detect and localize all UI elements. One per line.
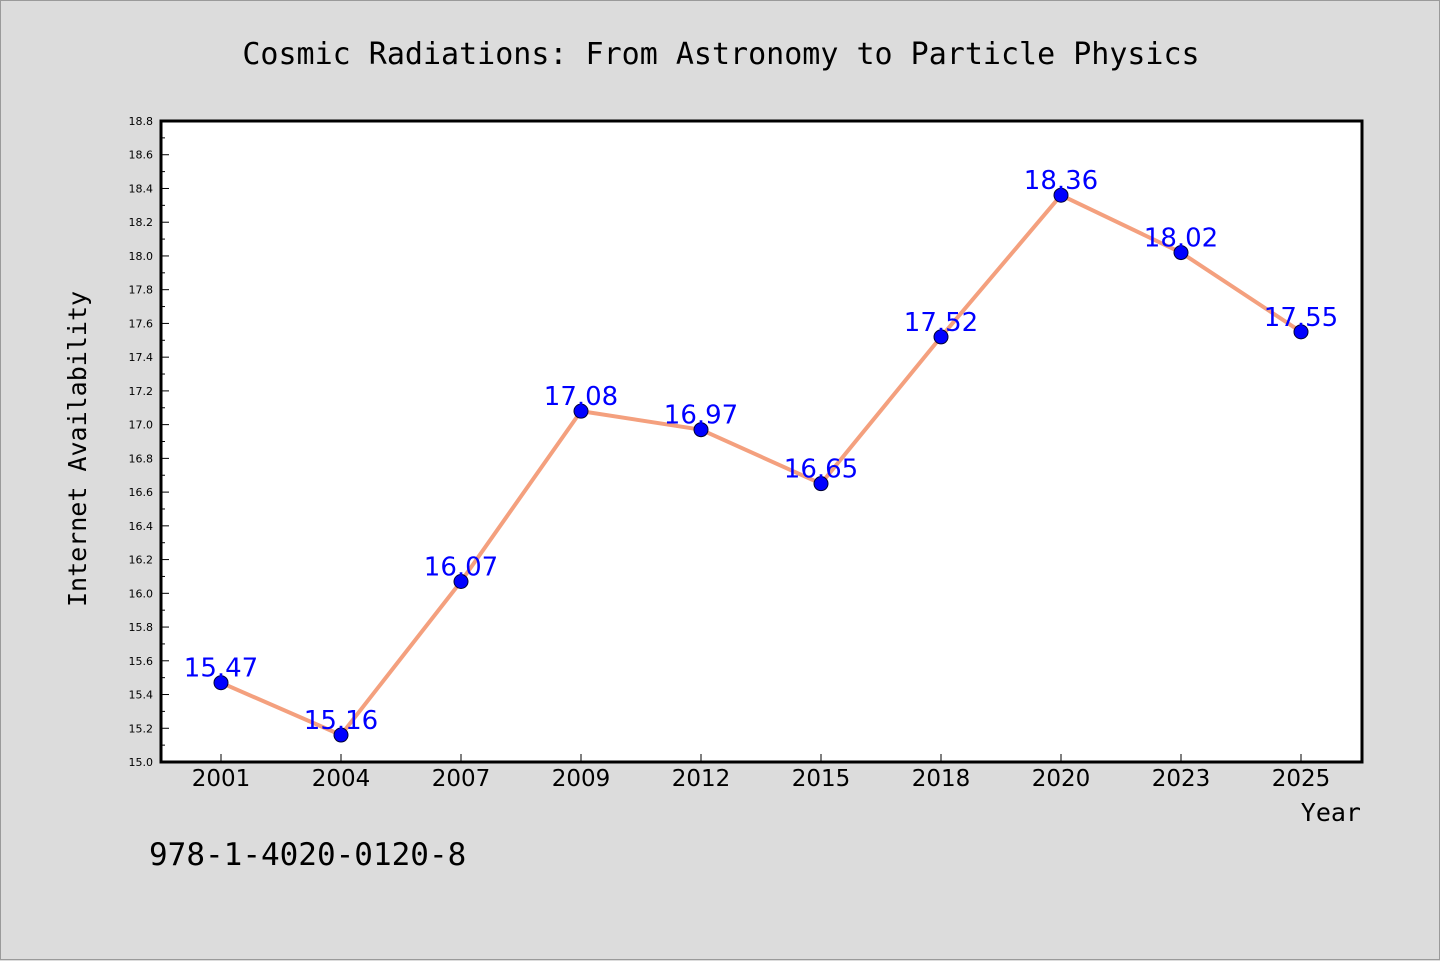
x-tick-label: 2001 bbox=[192, 766, 251, 792]
data-point bbox=[933, 329, 949, 345]
data-label: 16.65 bbox=[784, 455, 858, 485]
y-tick-label: 16.2 bbox=[129, 554, 154, 567]
y-tick-label: 16.4 bbox=[129, 520, 154, 533]
data-label: 17.08 bbox=[544, 382, 618, 412]
y-tick-label: 17.8 bbox=[129, 284, 154, 297]
series-line bbox=[219, 193, 1303, 738]
y-tick-label: 15.6 bbox=[129, 655, 154, 668]
y-tick-label: 16.0 bbox=[129, 587, 154, 600]
data-point bbox=[333, 727, 349, 743]
y-axis: 15.0 15.2 15.4 15.6 15.8 16.0 16.2 16.4 16.6 16.8… bbox=[129, 115, 169, 769]
data-point bbox=[693, 422, 709, 438]
y-tick-label: 15.4 bbox=[129, 689, 154, 702]
data-point bbox=[573, 403, 589, 419]
data-point bbox=[1293, 324, 1309, 340]
y-tick-label: 15.8 bbox=[129, 621, 154, 634]
data-label: 15.47 bbox=[184, 654, 258, 684]
x-axis-label: Year bbox=[1301, 798, 1361, 827]
y-tick-label: 17.0 bbox=[129, 419, 154, 432]
y-tick-label: 18.2 bbox=[129, 216, 154, 229]
y-tick-label: 17.4 bbox=[129, 351, 154, 364]
data-point bbox=[1053, 187, 1069, 203]
x-tick-label: 2025 bbox=[1272, 766, 1331, 792]
x-tick-label: 2015 bbox=[792, 766, 851, 792]
y-tick-label: 18.6 bbox=[129, 149, 154, 162]
x-tick-label: 2007 bbox=[432, 766, 491, 792]
x-tick-label: 2009 bbox=[552, 766, 611, 792]
x-tick-label: 2012 bbox=[672, 766, 731, 792]
y-tick-label: 17.6 bbox=[129, 317, 154, 330]
data-label: 18.36 bbox=[1024, 166, 1098, 196]
y-tick-label: 17.2 bbox=[129, 385, 154, 398]
x-tick-label: 2023 bbox=[1152, 766, 1211, 792]
x-tick-label: 2018 bbox=[912, 766, 971, 792]
y-tick-label: 18.8 bbox=[129, 115, 154, 128]
data-label: 17.52 bbox=[904, 308, 978, 338]
x-tick-label: 2020 bbox=[1032, 766, 1091, 792]
data-label: 16.97 bbox=[664, 401, 738, 431]
plot-area bbox=[159, 119, 1364, 764]
y-tick-label: 16.8 bbox=[129, 452, 154, 465]
y-axis-label: Internet Availability bbox=[63, 291, 92, 607]
y-tick-label: 15.0 bbox=[129, 756, 154, 769]
data-labels-group: 15.47 15.16 16.07 17.08 16.97 16.65 17.52 18.36… bbox=[184, 166, 1338, 736]
data-label: 18.02 bbox=[1144, 224, 1218, 254]
data-label: 16.07 bbox=[424, 553, 498, 583]
y-tick-label: 16.6 bbox=[129, 486, 154, 499]
y-tick-label: 18.4 bbox=[129, 182, 154, 195]
data-point bbox=[1173, 245, 1189, 261]
data-point bbox=[813, 476, 829, 492]
data-point bbox=[453, 574, 469, 590]
x-axis: 2001 2004 2007 2009 2012 2015 2018 2020 2023 2025 bbox=[192, 754, 1331, 792]
chart-title: Cosmic Radiations: From Astronomy to Par… bbox=[242, 37, 1199, 72]
data-label: 17.55 bbox=[1264, 303, 1338, 333]
y-tick-label: 15.2 bbox=[129, 722, 154, 735]
x-tick-label: 2004 bbox=[312, 766, 371, 792]
footer-isbn: 978-1-4020-0120-8 bbox=[149, 837, 466, 873]
y-tick-label: 18.0 bbox=[129, 250, 154, 263]
data-point bbox=[213, 675, 229, 691]
data-label: 15.16 bbox=[304, 706, 378, 736]
series-group bbox=[213, 187, 1309, 743]
